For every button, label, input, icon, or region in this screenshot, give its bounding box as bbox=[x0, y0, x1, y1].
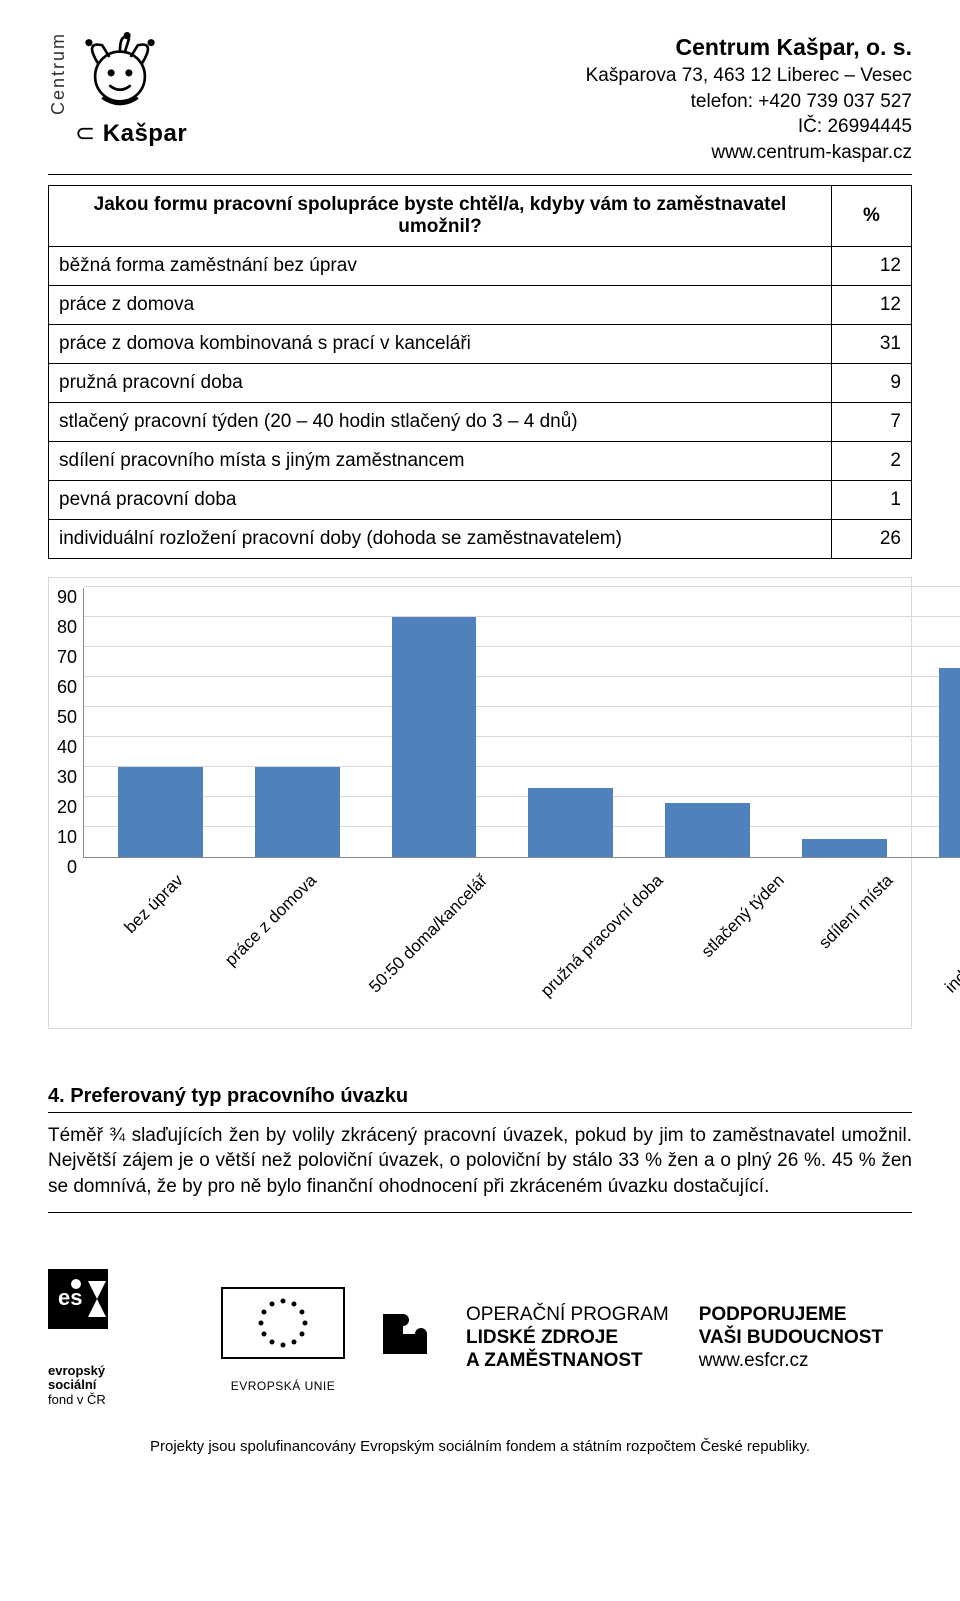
support-web: www.esfcr.cz bbox=[699, 1350, 883, 1373]
bar-slot bbox=[776, 588, 913, 857]
row-label: pružná pracovní doba bbox=[49, 363, 832, 402]
row-label: stlačený pracovní týden (20 – 40 hodin s… bbox=[49, 402, 832, 441]
footer-note: Projekty jsou spolufinancovány Evropským… bbox=[48, 1438, 912, 1455]
table-row: pevná pracovní doba1 bbox=[49, 480, 912, 519]
logo-name: ⊂ Kašpar bbox=[75, 119, 187, 148]
table-pct-header: % bbox=[832, 185, 912, 246]
org-web: www.centrum-kaspar.cz bbox=[586, 140, 912, 166]
row-value: 12 bbox=[832, 246, 912, 285]
table-question: Jakou formu pracovní spolupráce byste ch… bbox=[49, 185, 832, 246]
row-value: 26 bbox=[832, 519, 912, 558]
row-value: 9 bbox=[832, 363, 912, 402]
chart-y-axis: 9080706050403020100 bbox=[57, 588, 83, 858]
op-line1: OPERAČNÍ PROGRAM bbox=[466, 1304, 669, 1327]
row-value: 7 bbox=[832, 402, 912, 441]
org-ico: IČ: 26994445 bbox=[586, 114, 912, 140]
row-label: pevná pracovní doba bbox=[49, 480, 832, 519]
logo-block: Centrum ⊂ Kašpar bbox=[48, 32, 187, 148]
jester-icon bbox=[75, 32, 165, 112]
op-block: OPERAČNÍ PROGRAM LIDSKÉ ZDROJE A ZAMĚSTN… bbox=[378, 1304, 912, 1372]
grid-line bbox=[84, 586, 960, 587]
chart-bar bbox=[665, 803, 750, 857]
puzzle-icon bbox=[378, 1309, 436, 1367]
svg-text:es: es bbox=[58, 1285, 82, 1310]
bar-slot bbox=[913, 588, 960, 857]
row-label: individuální rozložení pracovní doby (do… bbox=[49, 519, 832, 558]
row-label: práce z domova bbox=[49, 285, 832, 324]
esf-line3: fond v ČR bbox=[48, 1393, 188, 1408]
table-row: stlačený pracovní týden (20 – 40 hodin s… bbox=[49, 402, 912, 441]
bar-slot bbox=[502, 588, 639, 857]
chart-container: 9080706050403020100 bez úpravpráce z dom… bbox=[48, 577, 912, 1029]
table-row: běžná forma zaměstnání bez úprav12 bbox=[49, 246, 912, 285]
section-paragraph: Téměř ¾ slaďujících žen by volily zkráce… bbox=[48, 1123, 912, 1213]
chart-plot bbox=[83, 588, 960, 858]
header-contact: Centrum Kašpar, o. s. Kašparova 73, 463 … bbox=[586, 32, 912, 166]
survey-table: Jakou formu pracovní spolupráce byste ch… bbox=[48, 185, 912, 559]
row-label: sdílení pracovního místa s jiným zaměstn… bbox=[49, 441, 832, 480]
support-text: PODPORUJEME VAŠI BUDOUCNOST www.esfcr.cz bbox=[699, 1304, 883, 1372]
op-line3: A ZAMĚSTNANOST bbox=[466, 1350, 669, 1373]
table-row: práce z domova kombinovaná s prací v kan… bbox=[49, 324, 912, 363]
page: Centrum ⊂ Kašpar Centrum Kašpar, o. s. K… bbox=[0, 0, 960, 1487]
bar-slot bbox=[639, 588, 776, 857]
table-row: práce z domova12 bbox=[49, 285, 912, 324]
row-label: běžná forma zaměstnání bez úprav bbox=[49, 246, 832, 285]
org-address: Kašparova 73, 463 12 Liberec – Vesec bbox=[586, 63, 912, 89]
chart-bar bbox=[255, 767, 340, 857]
org-name: Centrum Kašpar, o. s. bbox=[586, 32, 912, 63]
chart-bar bbox=[528, 788, 613, 857]
support-line1: PODPORUJEME bbox=[699, 1304, 883, 1327]
row-value: 2 bbox=[832, 441, 912, 480]
chart-bar bbox=[939, 668, 960, 857]
eu-label: EVROPSKÁ UNIE bbox=[218, 1379, 348, 1393]
bar-slot bbox=[229, 588, 366, 857]
chart-plot-area: 9080706050403020100 bez úpravpráce z dom… bbox=[57, 588, 960, 1018]
eu-logo: EVROPSKÁ UNIE bbox=[218, 1284, 348, 1393]
esf-line1: evropský bbox=[48, 1364, 188, 1379]
row-label: práce z domova kombinovaná s prací v kan… bbox=[49, 324, 832, 363]
support-line2: VAŠI BUDOUCNOST bbox=[699, 1327, 883, 1350]
logo-vertical-text: Centrum bbox=[48, 32, 69, 115]
table-question-row: Jakou formu pracovní spolupráce byste ch… bbox=[49, 185, 912, 246]
bar-slot bbox=[92, 588, 229, 857]
chart-x-axis: bez úpravpráce z domova50:50 doma/kancel… bbox=[57, 858, 960, 1018]
esf-logo: es evropský sociální fond v ČR bbox=[48, 1269, 188, 1409]
op-line2: LIDSKÉ ZDROJE bbox=[466, 1327, 669, 1350]
table-row: sdílení pracovního místa s jiným zaměstn… bbox=[49, 441, 912, 480]
chart-bar bbox=[118, 767, 203, 857]
row-value: 1 bbox=[832, 480, 912, 519]
x-tick-label: individuální rozložení bbox=[941, 862, 960, 1096]
op-text: OPERAČNÍ PROGRAM LIDSKÉ ZDROJE A ZAMĚSTN… bbox=[466, 1304, 669, 1372]
row-value: 31 bbox=[832, 324, 912, 363]
page-header: Centrum ⊂ Kašpar Centrum Kašpar, o. s. K… bbox=[48, 32, 912, 175]
table-row: individuální rozložení pracovní doby (do… bbox=[49, 519, 912, 558]
table-row: pružná pracovní doba9 bbox=[49, 363, 912, 402]
chart-bar bbox=[802, 839, 887, 857]
footer-logos: es evropský sociální fond v ČR bbox=[48, 1269, 912, 1409]
chart-bar bbox=[392, 617, 477, 857]
esf-line2: sociální bbox=[48, 1378, 188, 1393]
bar-slot bbox=[366, 588, 503, 857]
row-value: 12 bbox=[832, 285, 912, 324]
org-phone: telefon: +420 739 037 527 bbox=[586, 89, 912, 115]
logo-graphic: ⊂ Kašpar bbox=[75, 32, 187, 148]
